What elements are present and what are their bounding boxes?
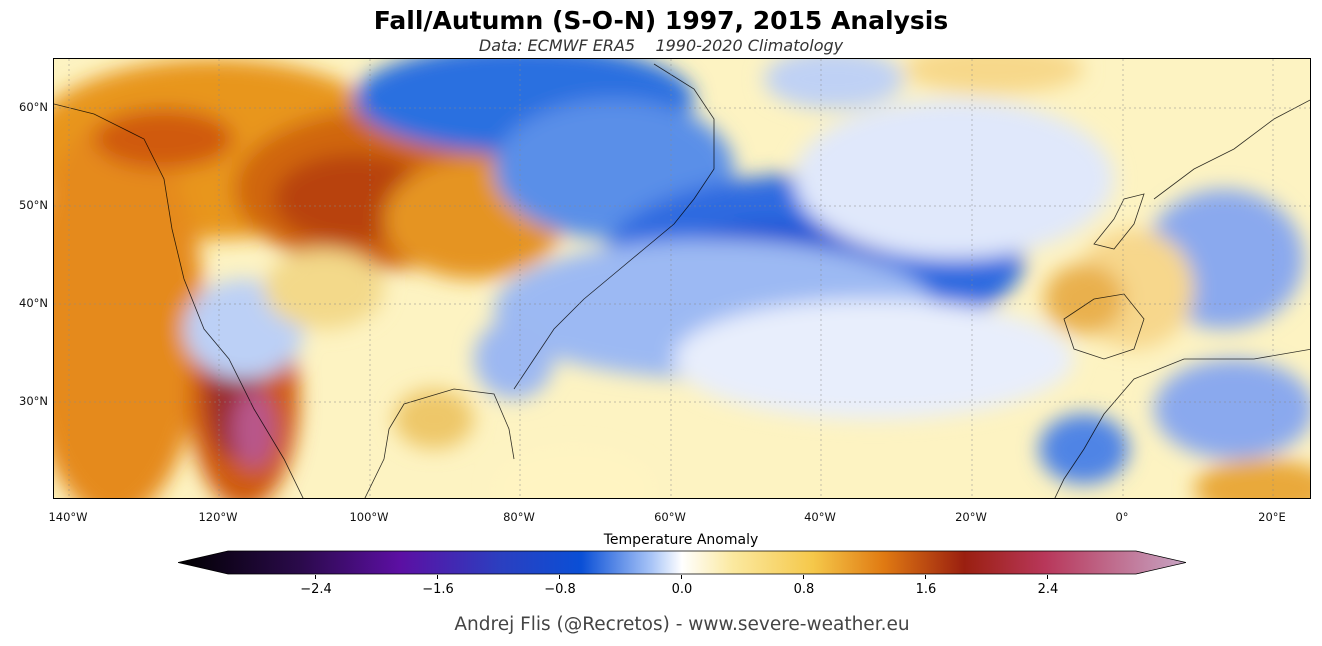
credit-text: Andrej Flis (@Recretos) - www.severe-wea… (454, 614, 910, 635)
colorbar-tick-label: 0.8 (793, 582, 815, 597)
lon-label-0: 0° (1115, 510, 1129, 524)
colorbar-tick-mark (1047, 575, 1048, 579)
colorbar-tick-mark (803, 575, 804, 579)
lon-label-20e: 20°E (1258, 510, 1286, 524)
gridlines (54, 59, 1310, 498)
anomaly-field (54, 59, 1310, 498)
colorbar-tick-label: −1.6 (422, 582, 454, 597)
map-title: Fall/Autumn (S-O-N) 1997, 2015 Analysis (373, 6, 949, 35)
lon-label-40w: 40°W (804, 510, 836, 524)
lat-label-40n: 40°N (19, 296, 48, 310)
lon-label-140w: 140°W (48, 510, 88, 524)
colorbar-tick-mark (315, 575, 316, 579)
coastlines (54, 63, 1310, 498)
lat-label-60n: 60°N (19, 100, 48, 114)
colorbar-title: Temperature Anomaly (603, 532, 759, 548)
colorbar-tick-mark (925, 575, 926, 579)
colorbar-tick-mark (437, 575, 438, 579)
colorbar (177, 550, 1187, 575)
colorbar-tick-mark (559, 575, 560, 579)
colorbar-tick-label: −0.8 (544, 582, 576, 597)
lon-label-100w: 100°W (349, 510, 389, 524)
colorbar-tick-mark (681, 575, 682, 579)
colorbar-gradient (177, 550, 1187, 575)
lon-label-20w: 20°W (955, 510, 987, 524)
colorbar-tick-label: −2.4 (300, 582, 332, 597)
lat-label-30n: 30°N (19, 394, 48, 408)
lon-label-60w: 60°W (654, 510, 686, 524)
colorbar-tick-label: 2.4 (1037, 582, 1059, 597)
colorbar-tick-label: 0.0 (671, 582, 693, 597)
map-subtitle: Data: ECMWF ERA5 1990-2020 Climatology (478, 36, 844, 55)
colorbar-tick-label: 1.6 (915, 582, 937, 597)
lat-label-50n: 50°N (19, 198, 48, 212)
lon-label-80w: 80°W (503, 510, 535, 524)
lon-label-120w: 120°W (198, 510, 238, 524)
anomaly-map (53, 58, 1311, 499)
